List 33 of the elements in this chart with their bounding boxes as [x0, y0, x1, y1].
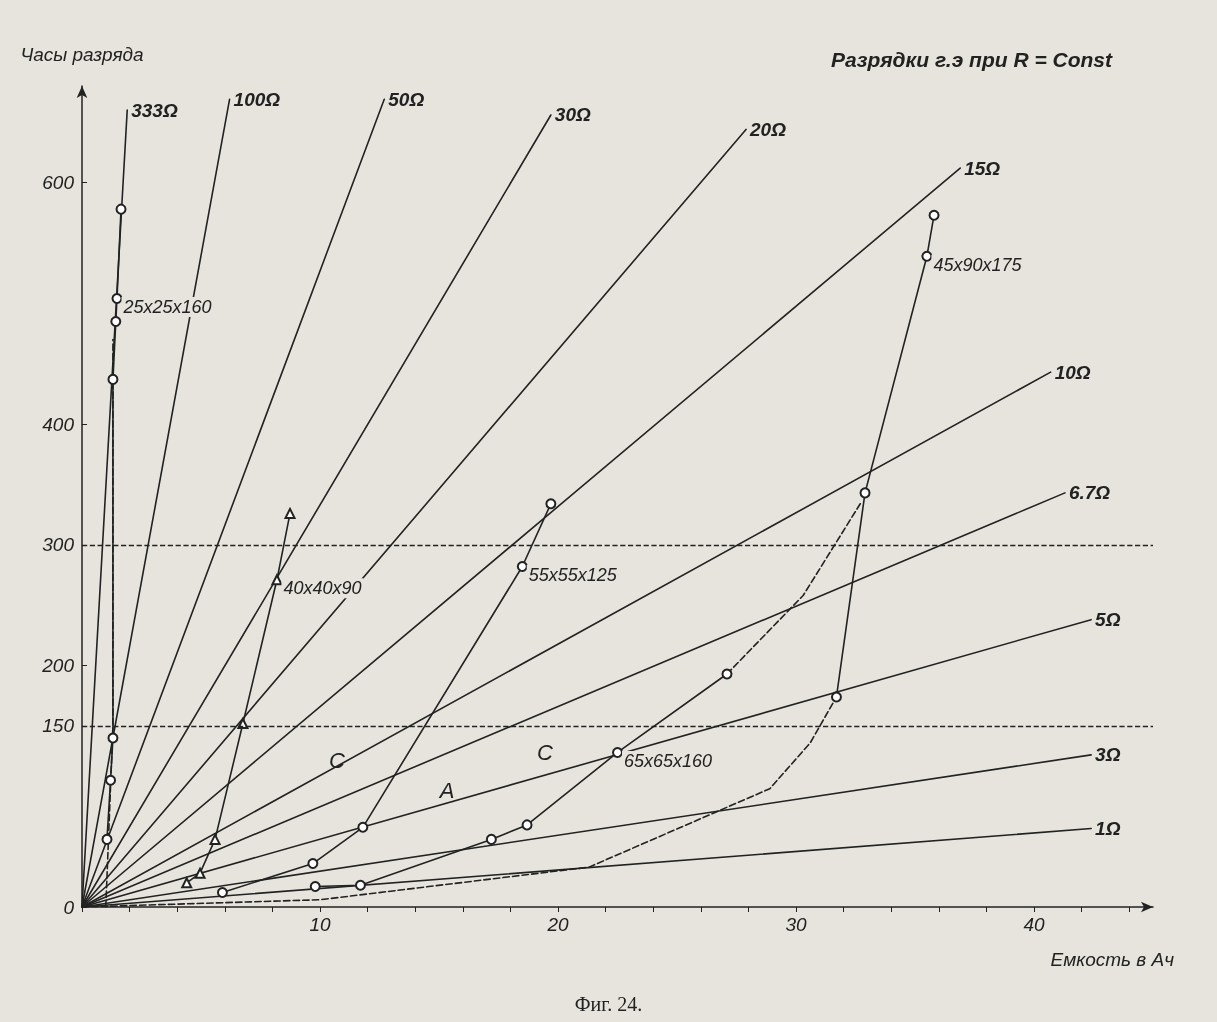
series-label: 15Ω: [964, 157, 1001, 179]
y-tick-label: 600: [42, 172, 75, 194]
series-label: 40x40x90: [283, 578, 362, 599]
series-label: 6.7Ω: [1068, 482, 1111, 504]
series-label: 45x90x175: [933, 254, 1023, 275]
series-label: 5Ω: [1095, 609, 1121, 631]
series-label: 333Ω: [131, 99, 178, 121]
y-tick-label: 400: [42, 413, 75, 435]
y-axis-title: Часы разряда: [20, 43, 144, 65]
y-tick-label: 200: [41, 655, 75, 677]
y-tick-label: 150: [42, 715, 75, 737]
series-label: 25x25x160: [122, 296, 212, 317]
series-label: 1Ω: [1095, 818, 1121, 840]
x-tick-label: 30: [785, 914, 807, 935]
x-axis-title: Емкость в Ач: [1050, 948, 1175, 970]
x-tick-label: 20: [546, 914, 569, 935]
text: Фиг. 24.: [574, 993, 643, 1015]
annotation: C: [537, 739, 554, 765]
series-label: 10Ω: [1054, 361, 1091, 383]
series-label: 100Ω: [233, 88, 281, 110]
annotation: C: [329, 747, 346, 773]
chart-title: Разрядки г.э при R = Const: [831, 48, 1114, 71]
x-tick-label: 10: [309, 914, 331, 935]
series-label: 20Ω: [749, 118, 787, 140]
series-label: 65x65x160: [624, 750, 713, 771]
annotation: A: [437, 777, 455, 803]
y-tick-label: 300: [42, 534, 75, 556]
x-tick-label: 40: [1023, 914, 1045, 935]
y-tick-label: 0: [63, 896, 75, 918]
series-label: 30Ω: [554, 104, 591, 126]
series-label: 50Ω: [388, 88, 425, 110]
series-label: 3Ω: [1095, 744, 1121, 766]
series-label: 55x55x125: [528, 565, 618, 586]
